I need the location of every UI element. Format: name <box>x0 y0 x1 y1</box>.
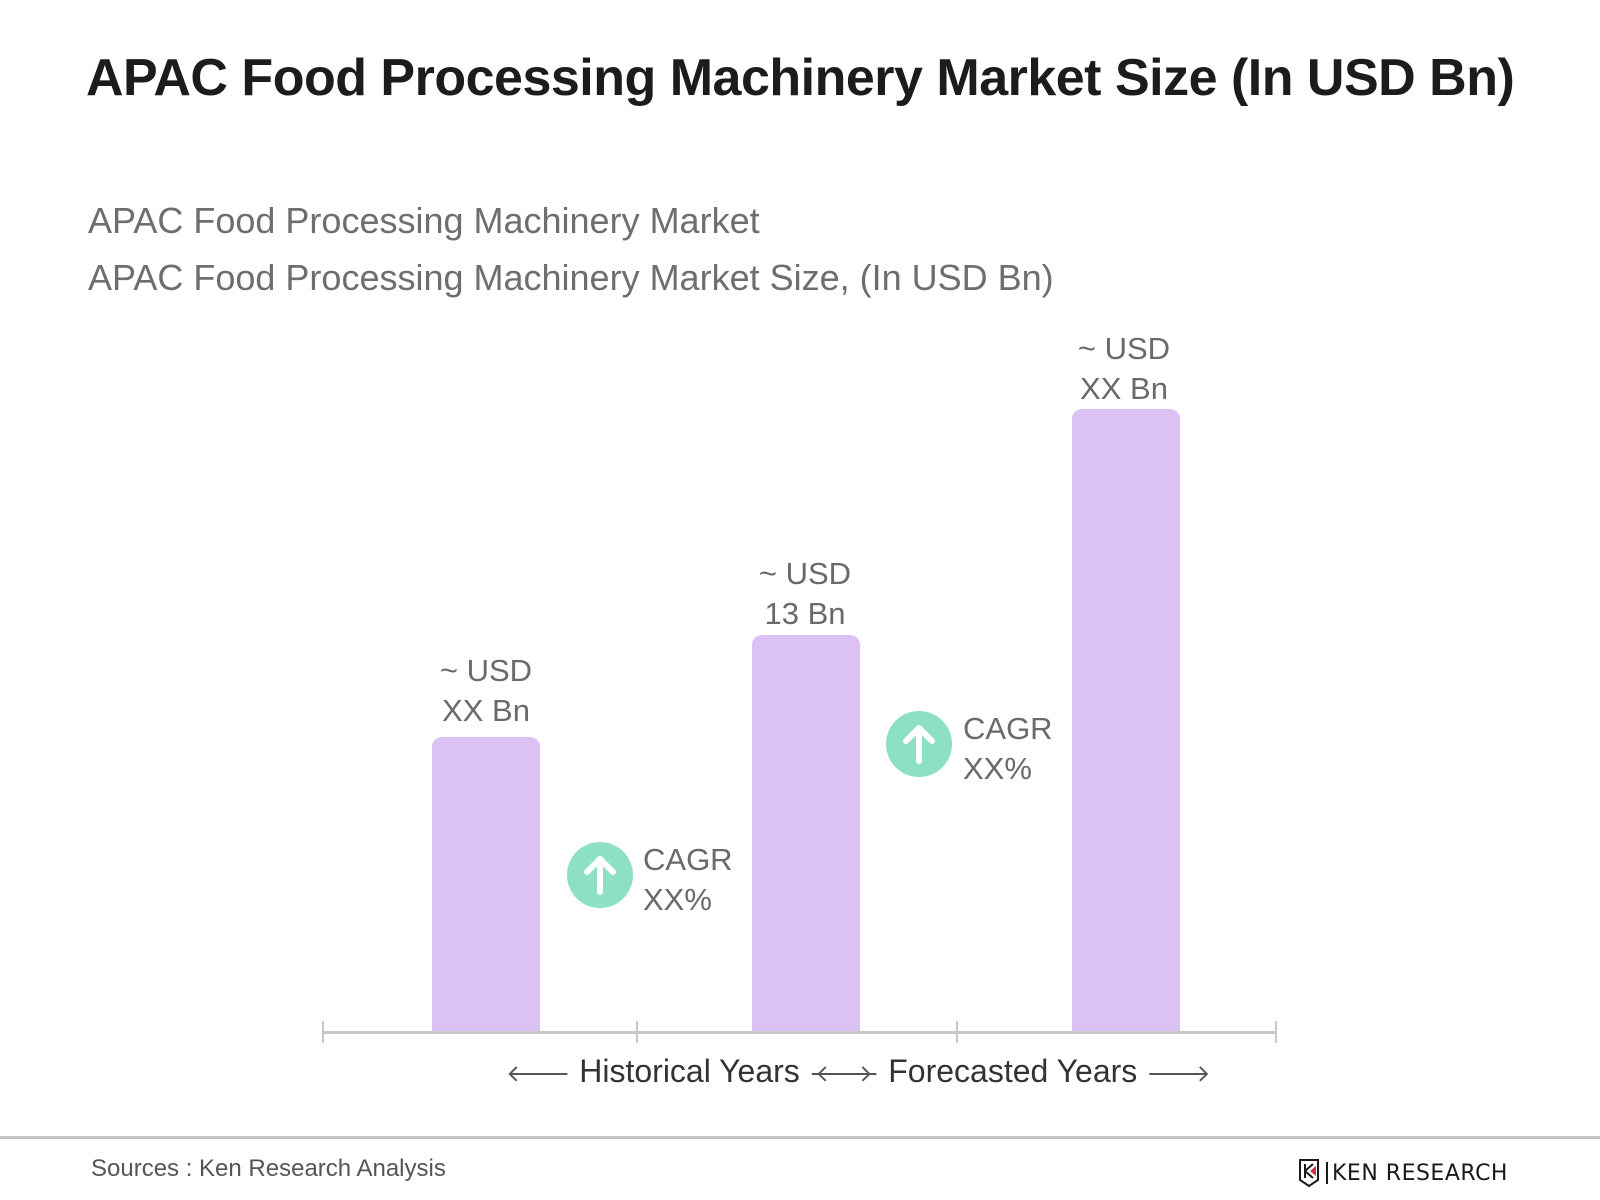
bar-historical <box>432 737 540 1032</box>
axis-tick <box>636 1021 638 1043</box>
arrow-right-icon: 🡒 <box>1146 1060 1211 1088</box>
cagr-historical: CAGR XX% <box>643 842 733 917</box>
period-forecasted: 🡐 Forecasted Years 🡒 <box>815 1053 1211 1089</box>
bar-forecast <box>1072 409 1180 1032</box>
arrow-left-icon: 🡐 <box>815 1060 880 1088</box>
arrow-right-icon: 🡒 <box>808 1060 874 1088</box>
page-title: APAC Food Processing Machinery Market Si… <box>86 49 1515 107</box>
chart-subtitle-units: APAC Food Processing Machinery Market Si… <box>88 257 1054 298</box>
logo-mark-icon <box>1299 1159 1319 1188</box>
source-note: Sources : Ken Research Analysis <box>91 1155 446 1182</box>
bar-value-label: ~ USD 13 Bn <box>758 556 852 631</box>
footer-divider <box>0 1136 1600 1139</box>
arrow-up-icon <box>886 711 952 777</box>
bar-base-year <box>752 635 860 1032</box>
logo-divider <box>1326 1162 1328 1184</box>
arrow-up-icon <box>567 842 633 908</box>
axis-tick <box>322 1021 324 1043</box>
axis-tick <box>1275 1021 1277 1043</box>
bar-value-label: ~ USD XX Bn <box>1077 331 1171 406</box>
bar-value-label: ~ USD XX Bn <box>439 653 533 728</box>
cagr-forecast: CAGR XX% <box>963 711 1053 786</box>
chart-subtitle: APAC Food Processing Machinery Market <box>88 200 760 241</box>
axis-tick <box>956 1021 958 1043</box>
ken-research-logo: KEN RESEARCH <box>1298 1158 1508 1188</box>
x-axis <box>322 1031 1277 1034</box>
arrow-left-icon: 🡐 <box>506 1060 571 1088</box>
period-historical: 🡐 Historical Years 🡒 <box>506 1053 874 1089</box>
